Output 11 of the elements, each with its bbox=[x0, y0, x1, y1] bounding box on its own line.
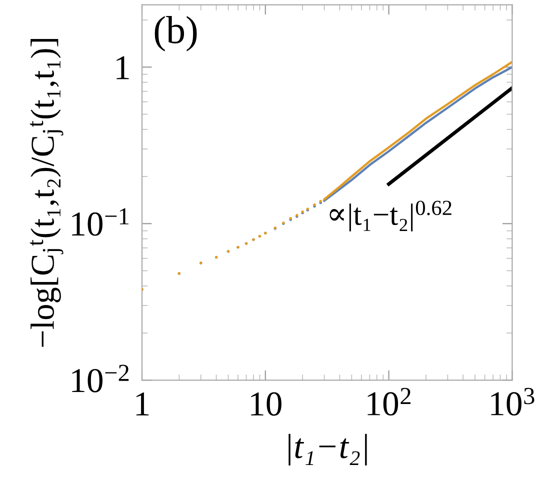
y-tick-label: 10$^{−1}$ bbox=[72, 208, 128, 236]
y-axis-title: −log[C$_{j}$$^{t}$(t₁,t₂)/C$_{j}$$^{t}$(t₁,t₁)] bbox=[30, 38, 64, 347]
y-tick-label: 10$^{−2}$ bbox=[72, 364, 129, 392]
y-tick-label: 1 bbox=[116, 56, 129, 80]
x-tick-label: 10$^{3}$ bbox=[491, 388, 534, 416]
x-tick-label: 1 bbox=[136, 392, 149, 416]
x-tick-label: 10$^{2}$ bbox=[368, 388, 410, 416]
x-tick-label: 10 bbox=[251, 392, 282, 416]
x-axis-title: |t₁−t₂| bbox=[288, 434, 367, 466]
annotation: ∝|t₁−t₂|$^{0.62}$ bbox=[330, 200, 452, 232]
annotation: (b) bbox=[154, 16, 197, 52]
